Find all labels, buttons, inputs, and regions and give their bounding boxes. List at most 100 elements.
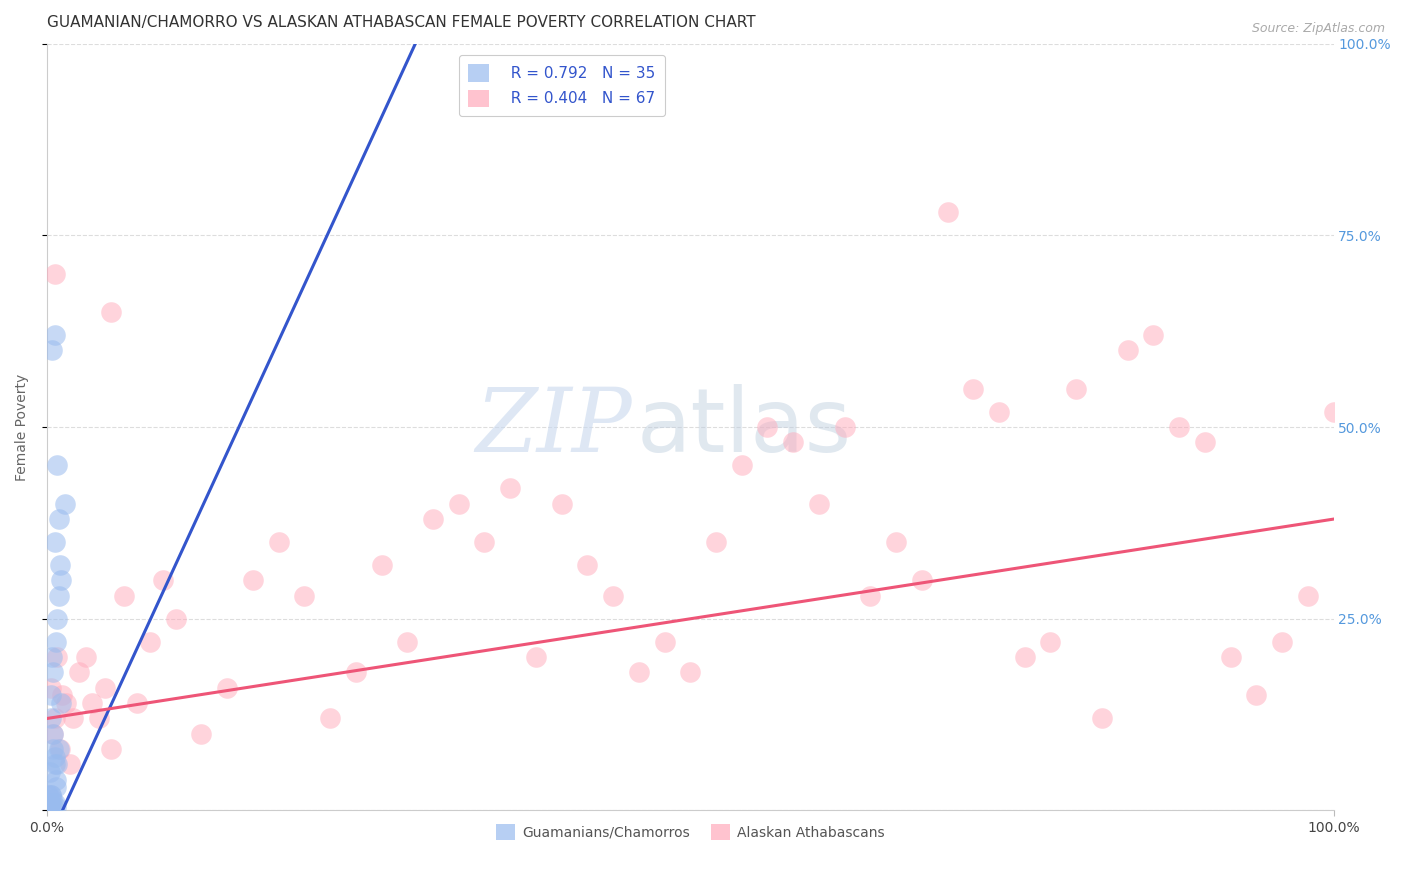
Point [834, 420, 856, 434]
Point [44, 711, 66, 725]
Text: GUAMANIAN/CHAMORRO VS ALASKAN ATHABASCAN FEMALE POVERTY CORRELATION CHART: GUAMANIAN/CHAMORRO VS ALASKAN ATHABASCAN… [46, 15, 755, 30]
Point [524, 650, 547, 665]
Point [49, 742, 72, 756]
Point [936, 205, 959, 219]
Point [59, 757, 82, 772]
Point [100, 742, 122, 756]
Point [55, 696, 77, 710]
Point [1039, 634, 1062, 648]
Point [42, 727, 65, 741]
Point [42, 665, 65, 680]
Point [859, 589, 882, 603]
Point [39, 788, 62, 802]
Point [988, 405, 1011, 419]
Text: atlas: atlas [637, 384, 852, 471]
Point [1142, 328, 1164, 343]
Point [51, 696, 73, 710]
Point [38, 765, 60, 780]
Point [654, 634, 676, 648]
Point [1296, 589, 1319, 603]
Y-axis label: Female Poverty: Female Poverty [15, 374, 30, 481]
Point [1168, 420, 1191, 434]
Point [41, 792, 63, 806]
Point [45, 799, 67, 814]
Point [370, 558, 392, 573]
Point [576, 558, 599, 573]
Point [44, 535, 66, 549]
Point [41, 343, 63, 358]
Point [46, 650, 69, 665]
Point [1246, 689, 1268, 703]
Point [49, 558, 72, 573]
Point [1219, 650, 1241, 665]
Point [42, 727, 65, 741]
Point [550, 497, 572, 511]
Point [80, 696, 103, 710]
Point [42, 799, 65, 814]
Point [48, 589, 70, 603]
Point [94, 681, 117, 695]
Point [45, 780, 67, 795]
Point [1271, 634, 1294, 648]
Point [62, 711, 84, 725]
Point [782, 435, 804, 450]
Point [87, 711, 110, 725]
Point [1116, 343, 1139, 358]
Point [911, 574, 934, 588]
Point [1064, 382, 1087, 396]
Point [37, 788, 59, 802]
Point [756, 420, 779, 434]
Point [39, 799, 62, 814]
Point [44, 757, 66, 772]
Text: Source: ZipAtlas.com: Source: ZipAtlas.com [1251, 22, 1385, 36]
Point [46, 757, 69, 772]
Point [396, 634, 419, 648]
Legend: Guamanians/Chamorros, Alaskan Athabascans: Guamanians/Chamorros, Alaskan Athabascan… [491, 819, 890, 846]
Point [731, 458, 754, 473]
Point [499, 482, 522, 496]
Point [39, 689, 62, 703]
Point [53, 497, 76, 511]
Point [48, 742, 70, 756]
Point [165, 612, 187, 626]
Point [45, 634, 67, 648]
Point [46, 612, 69, 626]
Point [474, 535, 496, 549]
Point [1014, 650, 1036, 665]
Point [75, 650, 97, 665]
Point [242, 574, 264, 588]
Point [39, 681, 62, 695]
Point [48, 512, 70, 526]
Point [38, 796, 60, 810]
Point [39, 711, 62, 725]
Point [190, 727, 212, 741]
Point [1091, 711, 1114, 725]
Point [42, 742, 65, 756]
Point [807, 497, 830, 511]
Point [1194, 435, 1216, 450]
Point [100, 305, 122, 319]
Text: ZIP: ZIP [475, 384, 633, 470]
Point [41, 650, 63, 665]
Point [112, 589, 135, 603]
Point [51, 689, 73, 703]
Point [627, 665, 650, 680]
Point [46, 458, 69, 473]
Point [44, 749, 66, 764]
Point [152, 574, 174, 588]
Point [51, 574, 73, 588]
Point [962, 382, 984, 396]
Point [44, 328, 66, 343]
Point [127, 696, 149, 710]
Point [884, 535, 907, 549]
Point [139, 634, 162, 648]
Point [44, 796, 66, 810]
Point [602, 589, 624, 603]
Point [292, 589, 315, 603]
Point [344, 665, 367, 680]
Point [67, 665, 90, 680]
Point [447, 497, 470, 511]
Point [1322, 405, 1344, 419]
Point [38, 804, 60, 818]
Point [45, 772, 67, 787]
